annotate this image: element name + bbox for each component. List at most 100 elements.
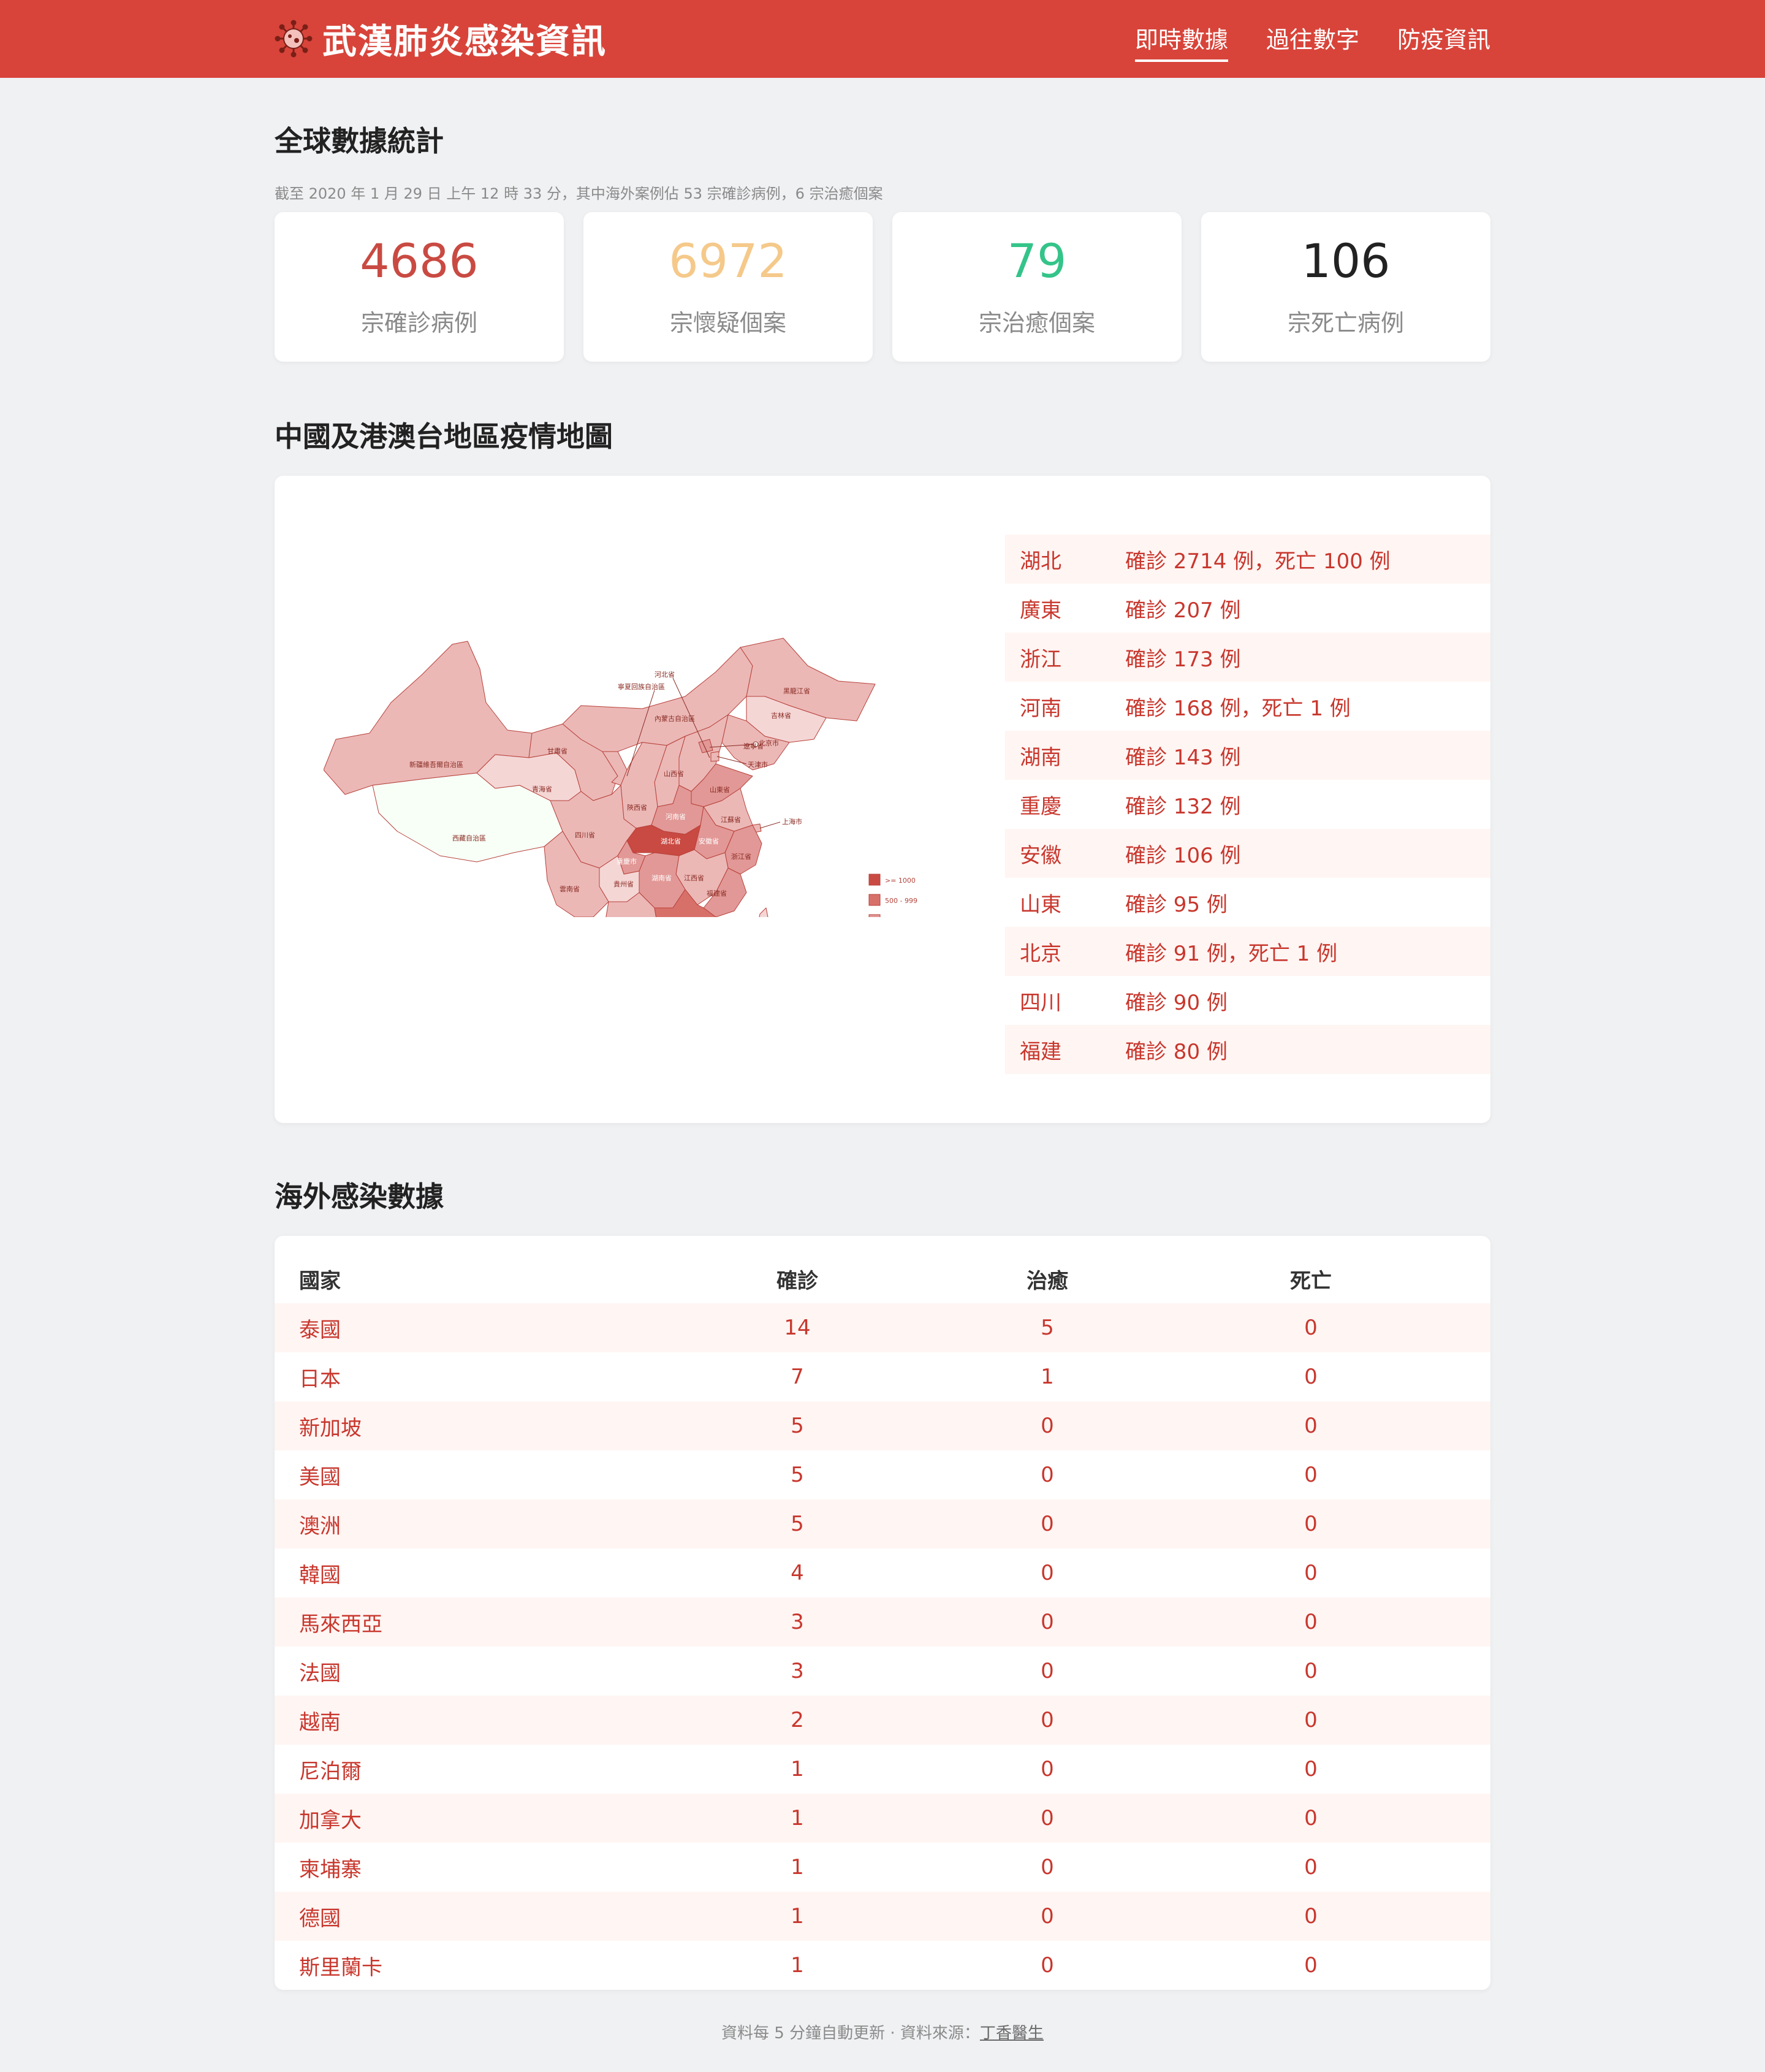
province-gansu[interactable]	[528, 723, 618, 801]
cell-confirmed: 1	[791, 1953, 804, 1978]
province-info: 確診 90 例	[1125, 990, 1228, 1015]
stat-confirmed-label: 宗確診病例	[360, 310, 477, 337]
leader-ningxia	[626, 690, 655, 777]
province-guangxi[interactable]	[605, 892, 658, 917]
cell-cured: 0	[1041, 1708, 1054, 1732]
label-zhejiang: 浙江省	[731, 853, 751, 861]
stat-suspected-label: 宗懷疑個案	[669, 310, 786, 337]
province-name: 重慶	[1020, 794, 1061, 819]
stat-cured: 79 宗治癒個案	[892, 212, 1182, 362]
province-heilongjiang[interactable]	[740, 638, 876, 722]
site-title: 武漢肺炎感染資訊	[322, 21, 607, 62]
cell-confirmed: 1	[791, 1757, 804, 1781]
cell-country: 澳洲	[299, 1514, 341, 1539]
cell-country: 泰國	[299, 1317, 341, 1343]
top-header: 武漢肺炎感染資訊 即時數據 過往數字 防疫資訊	[0, 0, 1765, 78]
beijing-marker	[753, 741, 759, 747]
cell-confirmed: 5	[791, 1512, 804, 1536]
cell-confirmed: 1	[791, 1904, 804, 1929]
table-row: 美國 5 0 0	[275, 1450, 1490, 1499]
label-henan: 河南省	[666, 813, 686, 821]
table-row: 尼泊爾 1 0 0	[275, 1745, 1490, 1794]
province-taiwan[interactable]	[757, 907, 770, 917]
list-item: 河南 確診 168 例，死亡 1 例	[1005, 682, 1490, 731]
province-info: 確診 95 例	[1125, 892, 1228, 917]
cell-confirmed: 1	[791, 1806, 804, 1830]
cell-dead: 0	[1304, 1659, 1318, 1683]
cell-cured: 0	[1041, 1561, 1054, 1585]
province-info: 確診 80 例	[1125, 1039, 1228, 1064]
col-cured[interactable]: 治癒	[1027, 1268, 1068, 1293]
label-hunan: 湖南省	[651, 874, 672, 882]
cell-confirmed: 3	[791, 1659, 804, 1683]
label-sichuan: 四川省	[575, 831, 595, 839]
cell-cured: 0	[1041, 1463, 1054, 1487]
cell-cured: 0	[1041, 1757, 1054, 1781]
table-row: 澳洲 5 0 0	[275, 1499, 1490, 1548]
table-header: 國家 確診 治癒 死亡	[275, 1254, 1490, 1303]
cell-confirmed: 5	[791, 1414, 804, 1438]
label-anhui: 安徽省	[699, 837, 719, 845]
cell-country: 柬埔寨	[299, 1857, 362, 1882]
list-item: 湖北 確診 2714 例，死亡 100 例	[1005, 535, 1490, 584]
stat-dead-label: 宗死亡病例	[1287, 310, 1404, 337]
cell-cured: 0	[1041, 1904, 1054, 1929]
label-shanghai: 上海市	[782, 817, 802, 826]
list-item: 安徽 確診 106 例	[1005, 829, 1490, 878]
nav-live-data[interactable]: 即時數據	[1134, 21, 1228, 62]
global-stats-title: 全球數據統計	[275, 124, 444, 158]
label-hebei: 河北省	[655, 671, 675, 679]
label-shaanxi: 陝西省	[627, 804, 647, 812]
cell-country: 法國	[299, 1661, 341, 1686]
col-dead[interactable]: 死亡	[1290, 1268, 1332, 1293]
stat-cured-value: 79	[1007, 234, 1067, 288]
cell-cured: 0	[1041, 1855, 1054, 1880]
china-map[interactable]: 新疆維吾爾自治區 西藏自治區 青海省 甘肅省 內蒙古自治區 黑龍江省 吉林省 遼…	[324, 574, 943, 917]
leader-tianjin	[716, 756, 747, 764]
col-confirmed[interactable]: 確診	[776, 1268, 818, 1293]
page-footer: 資料每 5 分鐘自動更新 · 資料來源：丁香醫生	[0, 2021, 1765, 2043]
stat-confirmed: 4686 宗確診病例	[275, 212, 564, 362]
province-name: 山東	[1020, 892, 1061, 917]
province-name: 河南	[1020, 696, 1061, 721]
leader-shanghai	[759, 821, 781, 829]
cell-country: 日本	[299, 1366, 341, 1392]
province-info: 確診 168 例，死亡 1 例	[1125, 696, 1351, 721]
label-tianjin: 天津市	[748, 760, 768, 769]
table-row: 馬來西亞 3 0 0	[275, 1598, 1490, 1647]
province-guangdong[interactable]	[654, 889, 716, 917]
label-beijing: 北京市	[759, 739, 779, 747]
province-info: 確診 173 例	[1125, 647, 1241, 672]
province-info: 確診 2714 例，死亡 100 例	[1125, 549, 1391, 574]
stat-dead: 106 宗死亡病例	[1201, 212, 1490, 362]
province-name: 四川	[1020, 990, 1061, 1015]
label-jilin: 吉林省	[771, 711, 791, 720]
label-hubei: 湖北省	[661, 837, 681, 845]
province-beijing[interactable]	[698, 739, 713, 753]
col-country[interactable]: 國家	[299, 1268, 341, 1293]
province-name: 北京	[1020, 941, 1061, 966]
nav-past-numbers[interactable]: 過往數字	[1266, 26, 1359, 53]
cell-country: 加拿大	[299, 1808, 362, 1833]
main-nav: 即時數據 過往數字 防疫資訊	[1097, 21, 1490, 62]
data-source-link[interactable]: 丁香醫生	[979, 2024, 1044, 2043]
leader-hebei	[672, 677, 710, 758]
list-item: 重慶 確診 132 例	[1005, 780, 1490, 829]
stat-dead-value: 106	[1301, 234, 1391, 288]
cell-confirmed: 14	[784, 1316, 811, 1340]
label-liaoning: 遼寧省	[743, 742, 764, 750]
province-name: 廣東	[1020, 598, 1061, 623]
province-info: 確診 106 例	[1125, 843, 1241, 868]
label-guangxi: 廣西壯族自治區	[618, 916, 665, 917]
province-tianjin[interactable]	[710, 751, 719, 762]
list-item: 北京 確診 91 例，死亡 1 例	[1005, 927, 1490, 976]
stat-confirmed-value: 4686	[360, 234, 479, 288]
stat-suspected-value: 6972	[669, 234, 788, 288]
province-name: 浙江	[1020, 647, 1061, 672]
province-name: 湖南	[1020, 745, 1061, 770]
nav-prevention-info[interactable]: 防疫資訊	[1397, 26, 1490, 53]
cell-country: 斯里蘭卡	[299, 1955, 382, 1980]
cell-cured: 0	[1041, 1414, 1054, 1438]
brand[interactable]: 武漢肺炎感染資訊	[275, 16, 607, 62]
province-info: 確診 143 例	[1125, 745, 1241, 770]
